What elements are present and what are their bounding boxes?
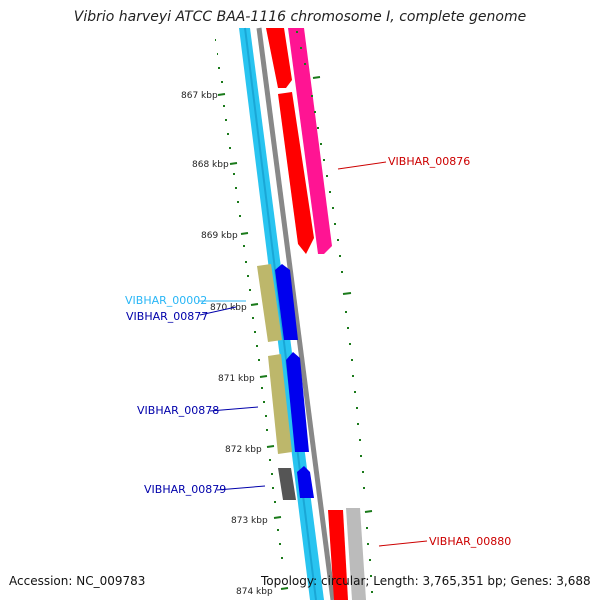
gene-olive-1 — [257, 264, 282, 342]
gene-label-VIBHAR_00876[interactable]: VIBHAR_00876 — [388, 155, 470, 168]
ruler-tick — [280, 587, 289, 590]
ruler-tick — [250, 303, 259, 306]
gc-skew-ring-left — [215, 39, 283, 559]
ruler-label-869: 869 kbp — [201, 231, 238, 241]
accession-text: Accession: NC_009783 — [9, 574, 146, 588]
gene-light-gray — [346, 508, 366, 600]
gc-content-ring-right — [296, 31, 373, 593]
ruler-tick — [273, 516, 282, 519]
gene-label-VIBHAR_00878[interactable]: VIBHAR_00878 — [137, 404, 219, 417]
gene-red-2 — [278, 92, 314, 254]
ruler-label-868: 868 kbp — [192, 160, 229, 170]
ruler-label-867: 867 kbp — [181, 91, 218, 101]
gene-label-VIBHAR_00002[interactable]: VIBHAR_00002 — [125, 294, 207, 307]
gene-label-VIBHAR_00877[interactable]: VIBHAR_00877 — [126, 310, 208, 323]
ruler-tick — [259, 375, 268, 378]
leader-VIBHAR_00878 — [209, 406, 259, 412]
map-title: Vibrio harveyi ATCC BAA-1116 chromosome … — [73, 9, 527, 25]
leader-VIBHAR_00876 — [337, 161, 387, 170]
ruler-tick — [266, 445, 275, 448]
leader-VIBHAR_00880 — [378, 540, 428, 547]
ring-dot — [312, 76, 321, 79]
gene-dark-gray — [278, 468, 296, 500]
gene-label-VIBHAR_00879[interactable]: VIBHAR_00879 — [144, 483, 226, 496]
ruler-tick — [229, 162, 238, 165]
gene-blue-2 — [286, 352, 309, 452]
ruler-label-871: 871 kbp — [218, 374, 255, 384]
ruler-tick — [217, 93, 226, 96]
gene-olive-2 — [268, 354, 292, 454]
ruler-label-872: 872 kbp — [225, 445, 262, 455]
ruler-tick — [240, 232, 249, 235]
leader-VIBHAR_00879 — [216, 485, 266, 491]
ring-dot — [364, 510, 373, 513]
gene-blue-1 — [275, 264, 298, 340]
ring-dot — [342, 292, 352, 295]
genome-summary-text: Topology: circular; Length: 3,765,351 bp… — [261, 574, 591, 588]
gene-red-1 — [266, 28, 292, 88]
gene-red-3 — [328, 510, 348, 600]
gene-pink — [288, 28, 332, 254]
leader-VIBHAR_00877 — [199, 306, 237, 316]
gene-blue-3 — [297, 466, 314, 498]
ruler-label-873: 873 kbp — [231, 516, 268, 526]
ruler-label-874: 874 kbp — [236, 587, 273, 597]
gene-label-VIBHAR_00880[interactable]: VIBHAR_00880 — [429, 535, 511, 548]
cds-strand-edge — [244, 27, 317, 600]
backbone-line — [256, 27, 336, 600]
ruler-ticks — [217, 93, 289, 590]
ruler-label-870: 870 kbp — [210, 303, 247, 313]
